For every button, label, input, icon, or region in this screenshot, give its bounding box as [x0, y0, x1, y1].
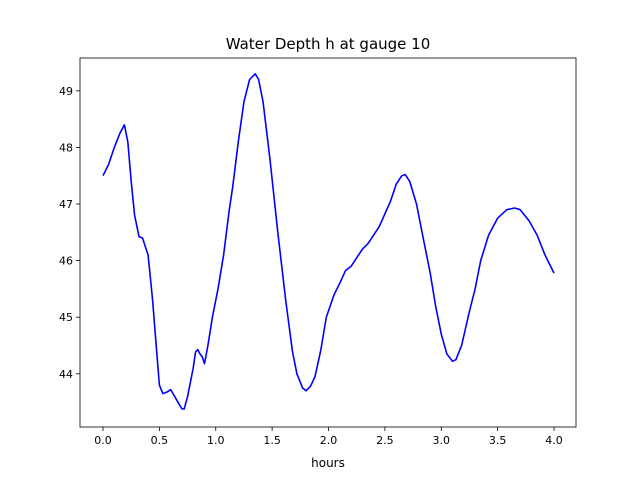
plot-area-frame	[79, 57, 577, 428]
x-axis-label: hours	[311, 456, 345, 470]
y-tick-label: 44	[59, 368, 73, 381]
x-tick-label: 2.5	[376, 434, 394, 447]
x-tick-label: 3.0	[433, 434, 451, 447]
y-tick-label: 46	[59, 255, 73, 268]
y-tick-label: 49	[59, 85, 73, 98]
y-tick-label: 45	[59, 311, 73, 324]
x-tick-label: 1.0	[207, 434, 225, 447]
y-tick-label: 47	[59, 198, 73, 211]
chart-title: Water Depth h at gauge 10	[226, 35, 431, 53]
series-line-h	[102, 73, 555, 410]
y-tick-label: 48	[59, 141, 73, 154]
x-tick-label: 0.5	[151, 434, 169, 447]
x-tick-label: 2.0	[320, 434, 338, 447]
x-tick-label: 0.0	[94, 434, 112, 447]
x-tick-label: 4.0	[545, 434, 563, 447]
x-tick-label: 3.5	[489, 434, 507, 447]
x-tick-label: 1.5	[263, 434, 281, 447]
